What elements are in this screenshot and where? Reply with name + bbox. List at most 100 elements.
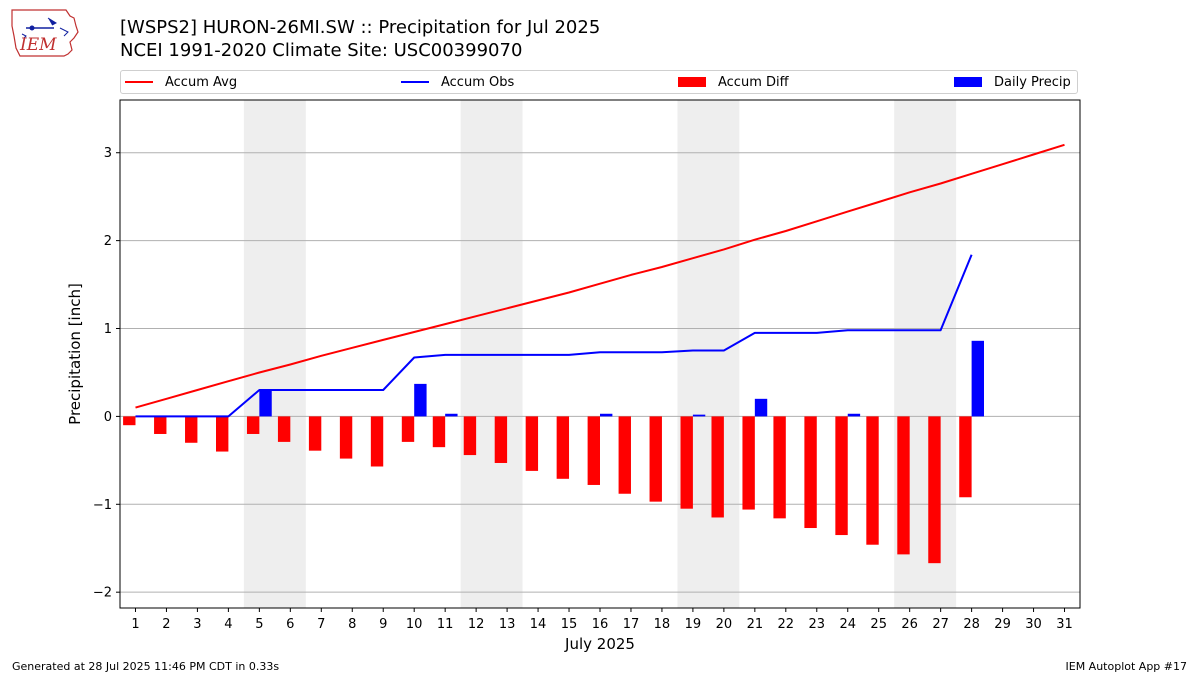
weekend-band-3: [677, 100, 740, 608]
x-tick-label: 1: [131, 617, 139, 632]
accum-diff-bar-day-23: [804, 416, 817, 529]
accum-avg-line: [135, 143, 1065, 409]
x-tick-label: 3: [193, 617, 201, 632]
y-tick-label: 0: [104, 410, 112, 425]
x-tick-label: 23: [809, 617, 826, 632]
daily-precip-bar-day-24: [847, 413, 861, 417]
legend-swatch-accum-diff: [678, 77, 706, 87]
accum-diff-bar-day-3: [185, 416, 198, 443]
accum-diff-bar-day-11: [432, 416, 446, 448]
accum-diff-bar-day-26: [897, 416, 910, 555]
x-tick-label: 20: [716, 617, 733, 632]
legend-swatch-accum-obs: [401, 81, 429, 83]
x-tick-label: 7: [317, 617, 325, 632]
legend-swatch-daily-precip: [954, 77, 982, 87]
x-tick-label: 14: [530, 617, 547, 632]
y-axis-label: Precipitation [inch]: [66, 283, 84, 425]
accum-diff-bar-day-22: [773, 416, 786, 519]
daily-precip-bar-day-16: [600, 413, 613, 417]
daily-precip-bar-day-19: [692, 414, 706, 417]
accum-diff-bar-day-21: [742, 416, 755, 510]
daily-precip-bar-day-28: [971, 340, 984, 417]
x-tick-label: 12: [468, 617, 485, 632]
x-tick-label: 6: [286, 617, 294, 632]
accum-diff-bar-day-12: [463, 416, 477, 456]
x-tick-label: 22: [778, 617, 795, 632]
y-tick-label: −1: [93, 498, 112, 513]
x-tick-label: 16: [592, 617, 609, 632]
x-tick-label: 30: [1025, 617, 1042, 632]
x-tick-label: 10: [406, 617, 423, 632]
legend-item-daily-precip: Daily Precip: [954, 71, 1071, 93]
daily-precip-bar-day-11: [445, 413, 458, 417]
accum-diff-bar-day-1: [123, 416, 136, 426]
generated-timestamp: Generated at 28 Jul 2025 11:46 PM CDT in…: [12, 660, 280, 673]
x-tick-label: 9: [379, 617, 387, 632]
x-tick-label: 15: [561, 617, 578, 632]
chart-title: [WSPS2] HURON-26MI.SW :: Precipitation f…: [120, 17, 601, 38]
x-tick-label: 13: [499, 617, 516, 632]
y-tick-label: 1: [104, 322, 112, 337]
legend-item-accum-diff: Accum Diff: [678, 71, 789, 93]
accum-diff-bar-day-10: [401, 416, 415, 442]
accum-diff-bar-day-25: [866, 416, 879, 545]
accum-obs-line: [135, 254, 973, 418]
x-axis-label: July 2025: [564, 635, 635, 653]
x-tick-label: 31: [1056, 617, 1073, 632]
weekend-band-1: [243, 100, 306, 608]
daily-precip-bar-day-21: [754, 398, 768, 417]
legend-item-accum-obs: Accum Obs: [401, 71, 514, 93]
accum-diff-bar-day-17: [618, 416, 631, 494]
accum-diff-bar-day-14: [525, 416, 539, 471]
accum-diff-bar-day-7: [308, 416, 322, 451]
legend-item-accum-avg: Accum Avg: [125, 71, 237, 93]
iowa-state-outline-icon: IEM: [11, 9, 79, 57]
x-tick-label: 28: [963, 617, 980, 632]
x-tick-label: 17: [623, 617, 640, 632]
accum-diff-bar-day-6: [277, 416, 291, 442]
accum-diff-bar-day-2: [154, 416, 167, 434]
iem-logo: IEM: [8, 6, 82, 60]
accum-diff-bar-day-13: [494, 416, 508, 463]
accum-diff-bar-day-16: [587, 416, 600, 485]
accum-diff-bar-day-18: [649, 416, 662, 502]
x-tick-label: 26: [901, 617, 918, 632]
daily-precip-bar-day-10: [414, 383, 427, 417]
x-tick-label: 25: [870, 617, 887, 632]
accum-diff-bar-day-19: [680, 416, 693, 509]
x-tick-label: 24: [839, 617, 856, 632]
app-credit: IEM Autoplot App #17: [1065, 660, 1188, 673]
y-tick-label: 3: [104, 146, 112, 161]
legend-label-accum-diff: Accum Diff: [718, 74, 789, 90]
x-tick-label: 29: [994, 617, 1011, 632]
legend-label-accum-avg: Accum Avg: [165, 74, 238, 90]
y-tick-label: 2: [104, 234, 112, 249]
x-tick-label: 8: [348, 617, 356, 632]
legend-swatch-accum-avg: [125, 81, 153, 83]
x-tick-label: 27: [932, 617, 949, 632]
logo-text: IEM: [19, 35, 57, 55]
x-tick-label: 19: [685, 617, 702, 632]
daily-precip-bar-day-5: [259, 390, 272, 417]
x-tick-label: 5: [255, 617, 263, 632]
legend-label-accum-obs: Accum Obs: [441, 74, 515, 90]
x-tick-label: 18: [654, 617, 671, 632]
x-tick-label: 4: [224, 617, 232, 632]
chart-subtitle: NCEI 1991-2020 Climate Site: USC00399070: [120, 40, 523, 61]
accum-diff-bar-day-28: [959, 416, 972, 498]
accum-diff-bar-day-20: [711, 416, 724, 518]
x-tick-label: 21: [747, 617, 764, 632]
accum-diff-bar-day-4: [216, 416, 229, 452]
accum-diff-bar-day-9: [370, 416, 384, 467]
accum-diff-bar-day-24: [835, 416, 848, 536]
accum-diff-bar-day-15: [556, 416, 570, 479]
accum-diff-bar-day-27: [928, 416, 941, 564]
x-tick-label: 2: [162, 617, 170, 632]
legend-label-daily-precip: Daily Precip: [994, 74, 1071, 90]
accum-diff-bar-day-5: [246, 416, 260, 434]
x-tick-label: 11: [437, 617, 454, 632]
chart-legend: Accum Avg Accum Obs Accum Diff Daily Pre…: [120, 70, 1078, 94]
accum-diff-bar-day-8: [339, 416, 353, 459]
y-tick-label: −2: [93, 586, 112, 601]
